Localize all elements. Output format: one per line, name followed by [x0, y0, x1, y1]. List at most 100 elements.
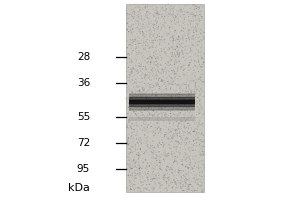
Point	[158, 44, 163, 47]
Point	[198, 124, 203, 127]
Point	[131, 27, 136, 30]
Point	[130, 25, 135, 28]
Point	[134, 83, 139, 86]
Point	[172, 138, 177, 141]
Point	[156, 75, 161, 79]
Point	[200, 76, 205, 79]
Point	[187, 31, 192, 34]
Point	[155, 176, 160, 179]
Point	[153, 129, 158, 132]
Point	[163, 106, 167, 109]
Point	[125, 113, 130, 116]
Point	[184, 24, 189, 27]
Point	[127, 33, 131, 37]
Point	[167, 101, 171, 104]
Point	[131, 91, 136, 94]
Point	[148, 57, 153, 61]
Point	[176, 94, 181, 97]
Point	[154, 113, 159, 116]
Point	[136, 161, 141, 164]
Point	[126, 188, 131, 191]
Point	[198, 132, 203, 135]
Point	[132, 47, 137, 50]
Point	[146, 193, 150, 196]
Point	[194, 22, 198, 26]
Point	[195, 19, 200, 22]
Point	[183, 143, 188, 146]
Point	[173, 156, 178, 160]
Point	[140, 93, 145, 96]
Point	[177, 85, 182, 88]
Point	[172, 114, 176, 117]
Point	[138, 61, 143, 64]
Point	[184, 140, 189, 143]
Point	[192, 107, 197, 110]
Point	[166, 21, 171, 24]
Point	[167, 13, 172, 16]
Point	[166, 77, 171, 80]
Point	[192, 170, 197, 174]
Point	[194, 150, 199, 153]
Point	[166, 13, 171, 17]
Point	[130, 136, 135, 140]
Point	[200, 16, 205, 19]
Point	[138, 56, 143, 59]
Point	[131, 87, 136, 90]
Point	[162, 178, 167, 181]
Point	[197, 97, 202, 101]
Point	[166, 64, 170, 68]
Point	[199, 140, 204, 143]
Point	[128, 190, 133, 193]
Point	[154, 112, 159, 115]
Point	[131, 100, 136, 103]
Point	[127, 77, 132, 80]
Point	[153, 16, 158, 19]
Point	[126, 154, 131, 157]
Point	[146, 183, 151, 186]
Point	[200, 113, 204, 117]
Point	[163, 92, 167, 95]
Point	[178, 135, 183, 138]
Point	[167, 42, 172, 46]
Point	[133, 10, 138, 13]
Point	[176, 86, 181, 90]
Point	[171, 104, 176, 107]
Point	[180, 113, 185, 117]
Point	[177, 143, 182, 146]
Point	[148, 165, 152, 168]
Point	[176, 35, 180, 38]
Point	[158, 70, 163, 73]
Point	[150, 88, 155, 91]
Point	[166, 103, 170, 106]
Point	[174, 139, 179, 142]
Point	[186, 31, 191, 34]
Point	[195, 174, 200, 178]
Point	[176, 15, 180, 18]
Point	[139, 135, 144, 138]
Point	[154, 137, 159, 141]
Point	[176, 155, 180, 158]
Point	[175, 97, 180, 100]
Point	[155, 42, 160, 45]
Point	[190, 12, 195, 15]
Point	[201, 102, 206, 105]
Point	[129, 72, 134, 75]
Point	[148, 38, 152, 42]
Point	[131, 47, 136, 50]
Point	[145, 72, 150, 76]
Point	[142, 155, 146, 158]
Point	[178, 85, 183, 88]
Point	[186, 75, 191, 79]
Point	[142, 60, 147, 63]
Point	[124, 168, 129, 172]
Point	[158, 38, 162, 42]
Point	[148, 171, 152, 174]
Point	[190, 86, 194, 90]
Point	[149, 118, 154, 122]
Point	[169, 9, 174, 12]
Point	[189, 192, 194, 195]
Point	[164, 88, 169, 91]
Point	[198, 28, 203, 31]
Point	[194, 20, 199, 24]
Point	[134, 158, 138, 162]
